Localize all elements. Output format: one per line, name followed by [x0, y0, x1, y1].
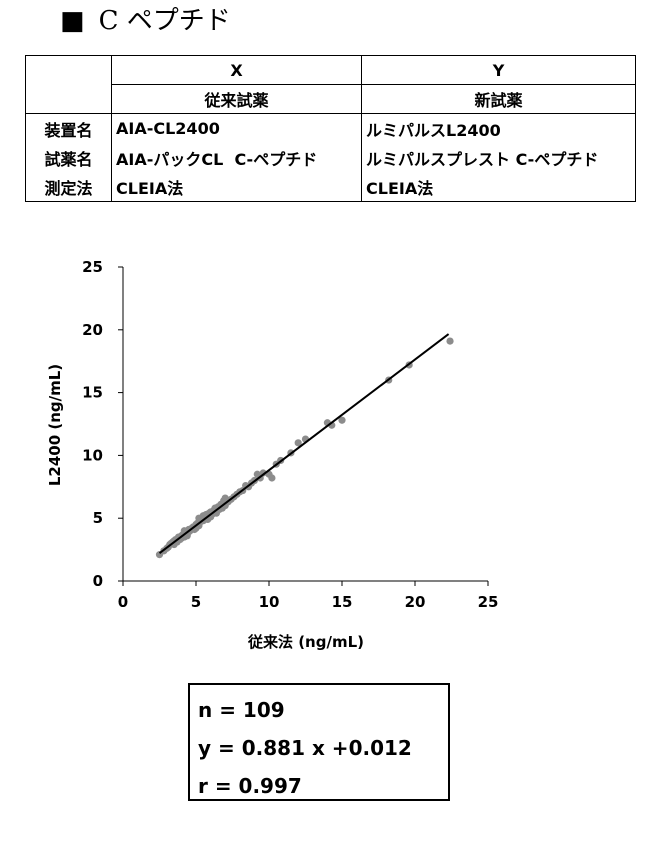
data-point	[338, 416, 346, 424]
table-corner-cell-lower	[25, 84, 112, 114]
x-tick-label: 15	[332, 593, 353, 611]
x-tick-label: 5	[191, 593, 201, 611]
square-bullet-icon: ■	[60, 6, 85, 36]
data-point	[268, 474, 276, 482]
correlation-coefficient: r = 0.997	[198, 774, 302, 798]
row-label-instrument: 装置名	[25, 113, 112, 143]
page-title: ■ C ペプチド	[60, 6, 231, 36]
table-axis-row: X Y	[25, 55, 636, 85]
table-row: 装置名 AIA-CL2400 ルミパルスL2400	[25, 113, 636, 143]
page-title-text: C ペプチド	[98, 6, 231, 36]
y-tick-label: 25	[82, 258, 103, 276]
x-tick-label: 25	[478, 593, 499, 611]
row-label-reagent: 試薬名	[25, 143, 112, 172]
data-point	[294, 439, 302, 447]
cell-x-instrument: AIA-CL2400	[111, 113, 362, 143]
x-tick-label: 10	[259, 593, 280, 611]
x-tick-label: 20	[405, 593, 426, 611]
table-header-x: X	[111, 55, 362, 85]
cell-y-instrument: ルミパルスL2400	[361, 113, 636, 143]
scatter-chart: 0 5 10 15 20 25 0 5 10 15 20 25 従来法 (ng/mL) L2400 (…	[46, 258, 498, 651]
table-row: 試薬名 AIA-パックCL C-ペプチド ルミパルスプレスト C-ペプチド	[25, 143, 636, 172]
row-label-method: 測定法	[25, 172, 112, 202]
cell-y-method: CLEIA法	[361, 172, 636, 202]
x-axis-label: 従来法 (ng/mL)	[247, 633, 364, 651]
comparison-table: X Y 従来試薬 新試薬 装置名 AIA-CL2400 ルミパルスL2400 試…	[25, 55, 636, 202]
chart-axes: 0 5 10 15 20 25 0 5 10 15 20 25	[82, 258, 498, 611]
regression-equation: y = 0.881 x +0.012	[198, 736, 412, 760]
table-row: 測定法 CLEIA法 CLEIA法	[25, 172, 636, 202]
chart-points	[155, 337, 454, 559]
statistics-box: n = 109 y = 0.881 x +0.012 r = 0.997	[188, 683, 450, 801]
sample-count: n = 109	[198, 698, 285, 722]
regression-line	[158, 333, 450, 554]
y-tick-label: 0	[93, 572, 103, 590]
y-tick-label: 10	[82, 446, 103, 464]
y-axis-label: L2400 (ng/mL)	[46, 364, 64, 486]
cell-x-method: CLEIA法	[111, 172, 362, 202]
table-reagent-type-row: 従来試薬 新試薬	[25, 84, 636, 114]
table-corner-cell	[25, 55, 112, 85]
y-tick-label: 20	[82, 321, 103, 339]
table-header-y: Y	[361, 55, 636, 85]
y-tick-label: 15	[82, 384, 103, 402]
table-header-y-type: 新試薬	[361, 84, 636, 114]
x-tick-label: 0	[118, 593, 128, 611]
data-point	[446, 337, 454, 345]
table-header-x-type: 従来試薬	[111, 84, 362, 114]
chart-regression	[158, 333, 450, 554]
y-tick-label: 5	[93, 509, 103, 527]
cell-x-reagent: AIA-パックCL C-ペプチド	[111, 143, 362, 172]
cell-y-reagent: ルミパルスプレスト C-ペプチド	[361, 143, 636, 172]
